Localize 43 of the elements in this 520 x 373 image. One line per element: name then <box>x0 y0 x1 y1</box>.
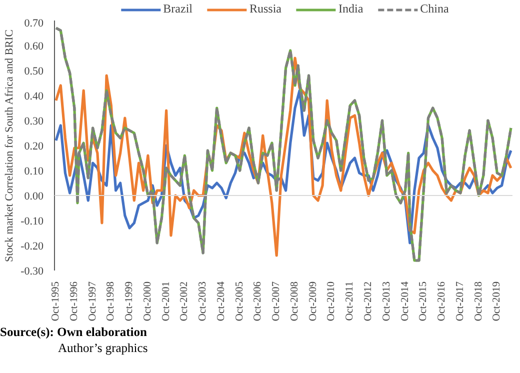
legend-label: China <box>420 2 449 16</box>
y-tick-label: 0.60 <box>24 40 44 52</box>
x-tick-label: Oct-2017 <box>454 281 466 322</box>
legend-label: India <box>338 2 364 16</box>
y-tick-label: 0.70 <box>24 18 44 30</box>
x-tick-label: Oct-2001 <box>160 281 172 322</box>
y-tick-label: 0.50 <box>24 66 44 78</box>
x-tick-label: Oct-2016 <box>436 281 448 322</box>
y-axis-title: Stock market Correlation for South Africa and BRIC <box>4 30 16 262</box>
y-tick-label: -0.10 <box>20 216 44 228</box>
x-tick-label: Oct-2000 <box>142 281 154 322</box>
x-tick-label: Oct-2010 <box>326 281 338 322</box>
x-tick-label: Oct-2002 <box>179 281 190 322</box>
x-tick-label: Oct-1995 <box>50 281 62 322</box>
y-tick-label: 0.00 <box>24 190 44 202</box>
legend-label: Russia <box>249 2 282 16</box>
x-tick-label: Oct-2003 <box>198 281 209 322</box>
x-tick-label: Oct-2019 <box>492 281 503 322</box>
legend-label: Brazil <box>163 2 192 16</box>
x-tick-label: Oct-2006 <box>252 281 264 322</box>
x-tick-label: Oct-2005 <box>234 281 246 322</box>
x-tick-label: Oct-1996 <box>68 281 80 322</box>
x-tick-label: Oct-2008 <box>290 281 300 322</box>
x-tick-label: Oct-2012 <box>363 281 374 322</box>
x-tick-label: Oct-1998 <box>106 281 117 322</box>
y-tick-label: -0.20 <box>20 240 44 252</box>
x-tick-label: Oct-1999 <box>124 281 136 322</box>
x-tick-label: Oct-2007 <box>271 281 282 322</box>
x-tick-label: Oct-1997 <box>87 281 98 322</box>
x-tick-label: Oct-2004 <box>216 280 227 322</box>
x-tick-label: Oct-2011 <box>344 281 356 321</box>
x-tick-label: Oct-2014 <box>400 280 411 322</box>
x-tick-label: Oct-2009 <box>308 281 319 322</box>
y-tick-label: -0.30 <box>20 266 44 278</box>
source-note: Source(s): Own elaboration <box>0 324 147 340</box>
y-tick-label: 0.40 <box>24 90 44 102</box>
x-tick-label: Oct-2013 <box>381 281 392 322</box>
x-tick-label: Oct-2015 <box>418 281 430 322</box>
x-tick-label: Oct-2018 <box>473 281 484 322</box>
y-tick-label: 0.30 <box>24 116 44 128</box>
text: Author’s graphics <box>58 340 148 356</box>
y-tick-label: 0.20 <box>24 140 44 152</box>
y-tick-label: 0.10 <box>24 166 44 178</box>
